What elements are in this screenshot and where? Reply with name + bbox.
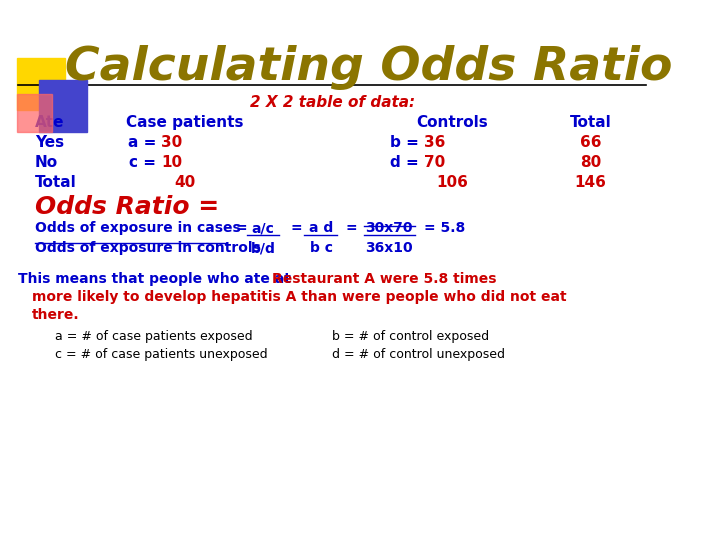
Text: 36: 36	[424, 135, 446, 150]
Text: 40: 40	[174, 175, 195, 190]
Text: 70: 70	[424, 155, 446, 170]
Text: This means that people who ate at: This means that people who ate at	[19, 272, 292, 286]
Text: Odds Ratio =: Odds Ratio =	[35, 195, 220, 219]
Text: 146: 146	[575, 175, 606, 190]
Text: more likely to develop hepatitis A than were people who did not eat: more likely to develop hepatitis A than …	[32, 290, 567, 304]
Text: 2 X 2 table of data:: 2 X 2 table of data:	[250, 95, 415, 110]
Text: = 5.8: = 5.8	[424, 221, 466, 235]
Text: d = # of control unexposed: d = # of control unexposed	[332, 348, 505, 361]
Bar	[39, 80, 86, 132]
Text: b =: b =	[390, 135, 424, 150]
Text: a =: a =	[128, 135, 161, 150]
Text: 80: 80	[580, 155, 601, 170]
Text: c = # of case patients unexposed: c = # of case patients unexposed	[55, 348, 268, 361]
Text: 30: 30	[161, 135, 183, 150]
Text: 10: 10	[161, 155, 183, 170]
Text: =: =	[235, 221, 247, 235]
Text: Total: Total	[570, 115, 611, 130]
Text: a d: a d	[309, 221, 333, 235]
Text: Odds of exposure in cases: Odds of exposure in cases	[35, 221, 240, 235]
Text: b = # of control exposed: b = # of control exposed	[332, 330, 490, 343]
Bar	[17, 58, 65, 110]
Bar	[17, 94, 52, 132]
Text: Controls: Controls	[416, 115, 488, 130]
Text: Calculating Odds Ratio: Calculating Odds Ratio	[66, 45, 672, 90]
Text: Ate: Ate	[35, 115, 65, 130]
Text: there.: there.	[32, 308, 80, 322]
Text: Yes: Yes	[35, 135, 64, 150]
Text: b c: b c	[310, 241, 333, 255]
Text: Odds of exposure in controls: Odds of exposure in controls	[35, 241, 261, 255]
Text: Restaurant A were 5.8 times: Restaurant A were 5.8 times	[272, 272, 497, 286]
Text: No: No	[35, 155, 58, 170]
Text: =: =	[346, 221, 358, 235]
Text: 66: 66	[580, 135, 601, 150]
Text: b/d: b/d	[251, 241, 275, 255]
Text: Case patients: Case patients	[126, 115, 243, 130]
Text: =: =	[291, 221, 302, 235]
Text: 30x70: 30x70	[366, 221, 413, 235]
Text: 36x10: 36x10	[366, 241, 413, 255]
Text: a = # of case patients exposed: a = # of case patients exposed	[55, 330, 253, 343]
Text: c =: c =	[129, 155, 161, 170]
Text: a/c: a/c	[251, 221, 274, 235]
Text: 106: 106	[436, 175, 468, 190]
Text: d =: d =	[390, 155, 424, 170]
Text: Total: Total	[35, 175, 77, 190]
